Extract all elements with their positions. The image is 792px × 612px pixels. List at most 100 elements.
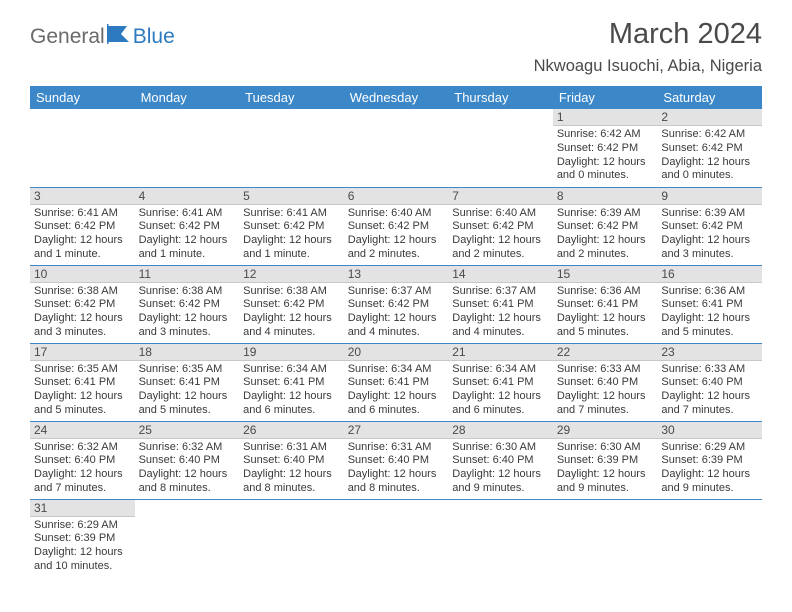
day-header: Sunday (30, 86, 135, 109)
daylight-line: Daylight: 12 hours and 7 minutes. (34, 468, 131, 496)
sunset-line: Sunset: 6:41 PM (139, 376, 236, 390)
day-details: Sunrise: 6:35 AMSunset: 6:41 PMDaylight:… (30, 361, 135, 420)
logo-text-blue: Blue (133, 25, 175, 49)
calendar-day-cell: 24Sunrise: 6:32 AMSunset: 6:40 PMDayligh… (30, 421, 135, 499)
day-header-row: SundayMondayTuesdayWednesdayThursdayFrid… (30, 86, 762, 109)
sunrise-line: Sunrise: 6:42 AM (557, 128, 654, 142)
day-number: 31 (30, 500, 135, 517)
day-number: 17 (30, 344, 135, 361)
calendar-day-cell: 3Sunrise: 6:41 AMSunset: 6:42 PMDaylight… (30, 187, 135, 265)
calendar-day-cell: 21Sunrise: 6:34 AMSunset: 6:41 PMDayligh… (448, 343, 553, 421)
day-details: Sunrise: 6:41 AMSunset: 6:42 PMDaylight:… (239, 205, 344, 264)
calendar-day-cell: 7Sunrise: 6:40 AMSunset: 6:42 PMDaylight… (448, 187, 553, 265)
day-number: 1 (553, 109, 658, 126)
calendar-day-cell: 9Sunrise: 6:39 AMSunset: 6:42 PMDaylight… (657, 187, 762, 265)
daylight-line: Daylight: 12 hours and 8 minutes. (139, 468, 236, 496)
day-details: Sunrise: 6:37 AMSunset: 6:42 PMDaylight:… (344, 283, 449, 342)
sunrise-line: Sunrise: 6:41 AM (243, 207, 340, 221)
day-details: Sunrise: 6:40 AMSunset: 6:42 PMDaylight:… (448, 205, 553, 264)
daylight-line: Daylight: 12 hours and 0 minutes. (661, 156, 758, 184)
sunrise-line: Sunrise: 6:33 AM (557, 363, 654, 377)
day-details: Sunrise: 6:36 AMSunset: 6:41 PMDaylight:… (657, 283, 762, 342)
daylight-line: Daylight: 12 hours and 5 minutes. (139, 390, 236, 418)
sunrise-line: Sunrise: 6:31 AM (348, 441, 445, 455)
day-number: 22 (553, 344, 658, 361)
sunrise-line: Sunrise: 6:38 AM (243, 285, 340, 299)
calendar-day-cell: 11Sunrise: 6:38 AMSunset: 6:42 PMDayligh… (135, 265, 240, 343)
sunset-line: Sunset: 6:41 PM (348, 376, 445, 390)
sunrise-line: Sunrise: 6:41 AM (139, 207, 236, 221)
daylight-line: Daylight: 12 hours and 6 minutes. (452, 390, 549, 418)
sunrise-line: Sunrise: 6:33 AM (661, 363, 758, 377)
sunset-line: Sunset: 6:42 PM (557, 220, 654, 234)
day-number: 26 (239, 422, 344, 439)
calendar-day-cell: 26Sunrise: 6:31 AMSunset: 6:40 PMDayligh… (239, 421, 344, 499)
calendar-day-cell: 28Sunrise: 6:30 AMSunset: 6:40 PMDayligh… (448, 421, 553, 499)
daylight-line: Daylight: 12 hours and 7 minutes. (557, 390, 654, 418)
day-details: Sunrise: 6:41 AMSunset: 6:42 PMDaylight:… (30, 205, 135, 264)
sunset-line: Sunset: 6:42 PM (348, 298, 445, 312)
daylight-line: Daylight: 12 hours and 5 minutes. (34, 390, 131, 418)
sunrise-line: Sunrise: 6:35 AM (139, 363, 236, 377)
day-details: Sunrise: 6:39 AMSunset: 6:42 PMDaylight:… (657, 205, 762, 264)
calendar-day-cell: 13Sunrise: 6:37 AMSunset: 6:42 PMDayligh… (344, 265, 449, 343)
sunrise-line: Sunrise: 6:30 AM (452, 441, 549, 455)
calendar-day-cell: 1Sunrise: 6:42 AMSunset: 6:42 PMDaylight… (553, 109, 658, 187)
calendar-day-cell: 6Sunrise: 6:40 AMSunset: 6:42 PMDaylight… (344, 187, 449, 265)
day-details: Sunrise: 6:42 AMSunset: 6:42 PMDaylight:… (553, 126, 658, 185)
calendar-day-cell: 14Sunrise: 6:37 AMSunset: 6:41 PMDayligh… (448, 265, 553, 343)
sunset-line: Sunset: 6:40 PM (348, 454, 445, 468)
day-number: 14 (448, 266, 553, 283)
sunrise-line: Sunrise: 6:31 AM (243, 441, 340, 455)
calendar-day-cell: 10Sunrise: 6:38 AMSunset: 6:42 PMDayligh… (30, 265, 135, 343)
calendar-empty-cell (553, 499, 658, 577)
month-title: March 2024 (534, 18, 762, 51)
day-details: Sunrise: 6:34 AMSunset: 6:41 PMDaylight:… (448, 361, 553, 420)
sunset-line: Sunset: 6:42 PM (557, 142, 654, 156)
day-details: Sunrise: 6:29 AMSunset: 6:39 PMDaylight:… (30, 517, 135, 576)
daylight-line: Daylight: 12 hours and 4 minutes. (243, 312, 340, 340)
calendar-day-cell: 19Sunrise: 6:34 AMSunset: 6:41 PMDayligh… (239, 343, 344, 421)
sunrise-line: Sunrise: 6:38 AM (139, 285, 236, 299)
sunset-line: Sunset: 6:41 PM (452, 376, 549, 390)
sunrise-line: Sunrise: 6:37 AM (452, 285, 549, 299)
day-details: Sunrise: 6:34 AMSunset: 6:41 PMDaylight:… (239, 361, 344, 420)
daylight-line: Daylight: 12 hours and 9 minutes. (661, 468, 758, 496)
day-number: 9 (657, 188, 762, 205)
day-number: 24 (30, 422, 135, 439)
sunrise-line: Sunrise: 6:29 AM (34, 519, 131, 533)
sunrise-line: Sunrise: 6:38 AM (34, 285, 131, 299)
day-number: 13 (344, 266, 449, 283)
calendar-day-cell: 18Sunrise: 6:35 AMSunset: 6:41 PMDayligh… (135, 343, 240, 421)
daylight-line: Daylight: 12 hours and 10 minutes. (34, 546, 131, 574)
calendar-empty-cell (239, 109, 344, 187)
day-details: Sunrise: 6:30 AMSunset: 6:40 PMDaylight:… (448, 439, 553, 498)
daylight-line: Daylight: 12 hours and 9 minutes. (452, 468, 549, 496)
calendar-body: 1Sunrise: 6:42 AMSunset: 6:42 PMDaylight… (30, 109, 762, 577)
calendar-day-cell: 29Sunrise: 6:30 AMSunset: 6:39 PMDayligh… (553, 421, 658, 499)
calendar-empty-cell (344, 109, 449, 187)
sunrise-line: Sunrise: 6:36 AM (661, 285, 758, 299)
sunset-line: Sunset: 6:42 PM (452, 220, 549, 234)
sunset-line: Sunset: 6:42 PM (661, 142, 758, 156)
day-details: Sunrise: 6:41 AMSunset: 6:42 PMDaylight:… (135, 205, 240, 264)
calendar-day-cell: 8Sunrise: 6:39 AMSunset: 6:42 PMDaylight… (553, 187, 658, 265)
calendar-week-row: 24 Sunrise: 6:32 AM Sunset: 6:40 PM Dayligh… (30, 421, 762, 499)
sunrise-line: Sunrise: 6:37 AM (348, 285, 445, 299)
sunset-line: Sunset: 6:42 PM (243, 298, 340, 312)
daylight-line: Daylight: 12 hours and 3 minutes. (34, 312, 131, 340)
day-number: 5 (239, 188, 344, 205)
sunset-line: Sunset: 6:42 PM (348, 220, 445, 234)
day-number: 19 (239, 344, 344, 361)
calendar-day-cell: 20Sunrise: 6:34 AMSunset: 6:41 PMDayligh… (344, 343, 449, 421)
sunset-line: Sunset: 6:39 PM (557, 454, 654, 468)
day-details: Sunrise: 6:38 AMSunset: 6:42 PMDaylight:… (30, 283, 135, 342)
day-number: 11 (135, 266, 240, 283)
sunrise-line: Sunrise: 6:34 AM (243, 363, 340, 377)
sunrise-line: Sunrise: 6:29 AM (661, 441, 758, 455)
sunrise-line: Sunrise: 6:39 AM (557, 207, 654, 221)
day-number: 25 (135, 422, 240, 439)
day-header: Wednesday (344, 86, 449, 109)
sunrise-line: Sunrise: 6:32 AM (139, 441, 236, 455)
daylight-line: Daylight: 12 hours and 4 minutes. (348, 312, 445, 340)
